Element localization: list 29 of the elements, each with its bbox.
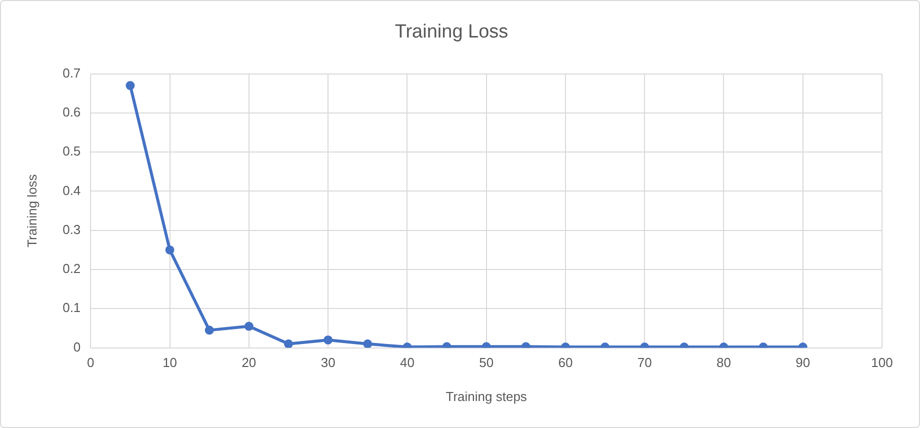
x-tick-label: 20 — [242, 355, 256, 370]
chart-title: Training Loss — [394, 22, 508, 43]
x-tick-label: 60 — [558, 355, 573, 370]
y-tick-label: 0 — [73, 339, 81, 354]
y-tick-label: 0.5 — [62, 144, 81, 159]
point — [165, 245, 174, 254]
y-axis-title: Training loss — [24, 174, 40, 248]
point — [204, 326, 214, 335]
y-tick-label: 0.1 — [62, 300, 81, 316]
x-tick-label: 10 — [162, 355, 178, 370]
y-tick-label: 0.4 — [62, 182, 81, 198]
x-axis-title: Training steps — [446, 388, 528, 404]
x-tick-label: 40 — [400, 355, 414, 370]
x-tick-label: 90 — [796, 355, 810, 370]
y-tick-label: 0.7 — [62, 65, 81, 80]
y-tick-label: 0.3 — [62, 222, 81, 237]
x-tick-label: 0 — [87, 355, 94, 370]
point — [244, 322, 254, 331]
point — [126, 81, 135, 90]
y-tick-label: 0.2 — [62, 261, 81, 276]
point — [324, 335, 333, 344]
point — [363, 339, 372, 348]
point — [284, 339, 294, 348]
y-tick-label: 0.6 — [62, 104, 81, 120]
x-tick-label: 30 — [320, 355, 336, 370]
x-tick-label: 80 — [716, 355, 731, 370]
x-tick-label: 50 — [479, 355, 494, 370]
x-tick-label: 70 — [637, 355, 652, 370]
x-tick-label: 100 — [871, 355, 893, 370]
